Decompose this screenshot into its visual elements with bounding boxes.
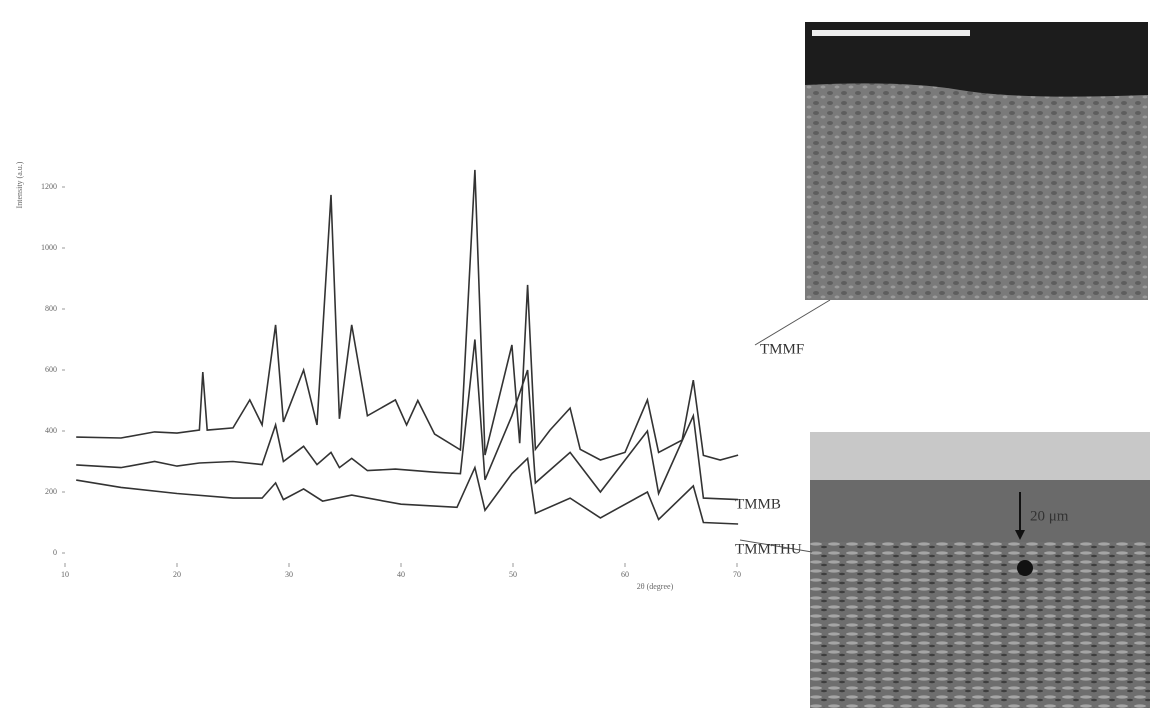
spectrum-line xyxy=(76,170,738,460)
y-tick-label: 1200 xyxy=(41,182,57,191)
x-tick-label: 20 xyxy=(173,570,181,579)
series-label: TMMB xyxy=(735,496,781,512)
x-axis-label: 2θ (degree) xyxy=(637,582,674,591)
spectrum-line xyxy=(76,458,738,524)
micrograph-top xyxy=(805,22,1148,300)
x-tick-label: 60 xyxy=(621,570,629,579)
x-tick-label: 30 xyxy=(285,570,293,579)
y-tick-label: 0 xyxy=(53,548,57,557)
y-tick-label: 200 xyxy=(45,487,57,496)
x-tick-label: 10 xyxy=(61,570,69,579)
x-tick-label: 70 xyxy=(733,570,741,579)
figure: 20 μm Intensity (a.u.) 2θ (degree) 0 200 4… xyxy=(0,0,1157,708)
scale-bar-label: 20 μm xyxy=(1030,508,1069,524)
pointer xyxy=(755,300,830,345)
series-label: TMMTHU xyxy=(735,541,802,557)
y-tick-label: 400 xyxy=(45,426,57,435)
y-tick-label: 800 xyxy=(45,304,57,313)
x-tick-label: 50 xyxy=(509,570,517,579)
micrograph-bottom xyxy=(810,432,1150,708)
y-tick-label: 1000 xyxy=(41,243,57,252)
y-tick-label: 600 xyxy=(45,365,57,374)
y-axis-label: Intensity (a.u.) xyxy=(15,161,24,208)
series-label: TMMF xyxy=(760,341,804,357)
x-tick-label: 40 xyxy=(397,570,405,579)
